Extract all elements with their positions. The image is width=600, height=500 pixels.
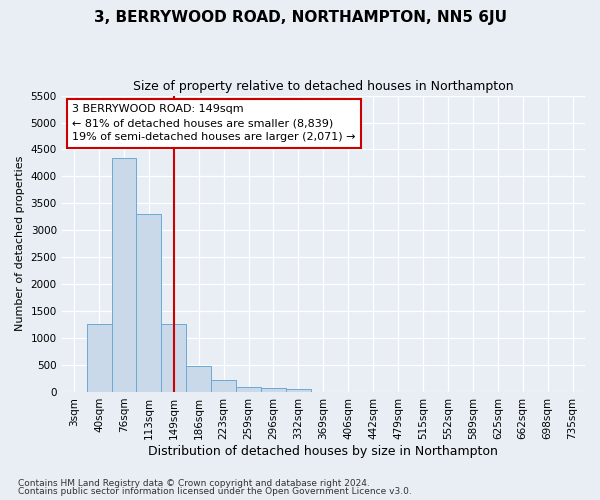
Title: Size of property relative to detached houses in Northampton: Size of property relative to detached ho… (133, 80, 514, 93)
Y-axis label: Number of detached properties: Number of detached properties (15, 156, 25, 332)
Text: Contains HM Land Registry data © Crown copyright and database right 2024.: Contains HM Land Registry data © Crown c… (18, 478, 370, 488)
Bar (261, 388, 286, 392)
Bar (286, 390, 311, 392)
X-axis label: Distribution of detached houses by size in Northampton: Distribution of detached houses by size … (148, 444, 498, 458)
Bar (186, 366, 211, 392)
Bar (161, 324, 186, 392)
Text: 3, BERRYWOOD ROAD, NORTHAMPTON, NN5 6JU: 3, BERRYWOOD ROAD, NORTHAMPTON, NN5 6JU (94, 10, 506, 25)
Bar (86, 324, 112, 392)
Text: 3 BERRYWOOD ROAD: 149sqm
← 81% of detached houses are smaller (8,839)
19% of sem: 3 BERRYWOOD ROAD: 149sqm ← 81% of detach… (72, 104, 356, 142)
Text: Contains public sector information licensed under the Open Government Licence v3: Contains public sector information licen… (18, 487, 412, 496)
Bar (112, 158, 136, 392)
Bar (236, 386, 261, 392)
Bar (136, 214, 161, 392)
Bar (211, 380, 236, 392)
